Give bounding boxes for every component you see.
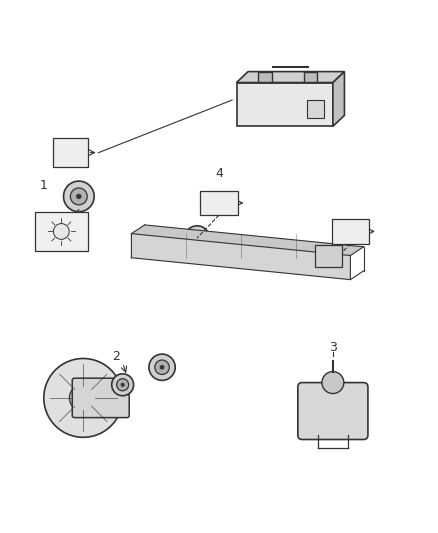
Polygon shape (131, 225, 364, 255)
Circle shape (160, 365, 164, 369)
Circle shape (121, 383, 124, 386)
FancyBboxPatch shape (72, 378, 129, 418)
Text: 1: 1 (40, 179, 48, 192)
Circle shape (185, 226, 209, 251)
FancyBboxPatch shape (307, 100, 324, 118)
FancyBboxPatch shape (332, 220, 369, 244)
Circle shape (195, 236, 199, 240)
Circle shape (71, 188, 87, 205)
FancyBboxPatch shape (35, 212, 88, 251)
FancyBboxPatch shape (304, 72, 317, 82)
Circle shape (155, 360, 169, 375)
FancyBboxPatch shape (298, 383, 368, 440)
Circle shape (64, 181, 94, 212)
Circle shape (77, 194, 81, 199)
FancyBboxPatch shape (201, 191, 237, 215)
Polygon shape (333, 71, 344, 126)
Text: 3: 3 (329, 341, 337, 354)
Circle shape (117, 379, 129, 391)
Circle shape (112, 374, 134, 395)
Polygon shape (237, 71, 344, 83)
FancyBboxPatch shape (315, 245, 342, 266)
FancyBboxPatch shape (53, 139, 88, 167)
Circle shape (53, 223, 69, 239)
Circle shape (322, 372, 344, 393)
FancyBboxPatch shape (237, 83, 333, 126)
FancyBboxPatch shape (258, 72, 272, 82)
Circle shape (149, 354, 175, 381)
Circle shape (191, 231, 204, 245)
Circle shape (69, 384, 97, 411)
Polygon shape (131, 233, 350, 280)
Text: 4: 4 (215, 167, 223, 180)
Text: 2: 2 (112, 350, 120, 363)
Circle shape (44, 359, 123, 437)
